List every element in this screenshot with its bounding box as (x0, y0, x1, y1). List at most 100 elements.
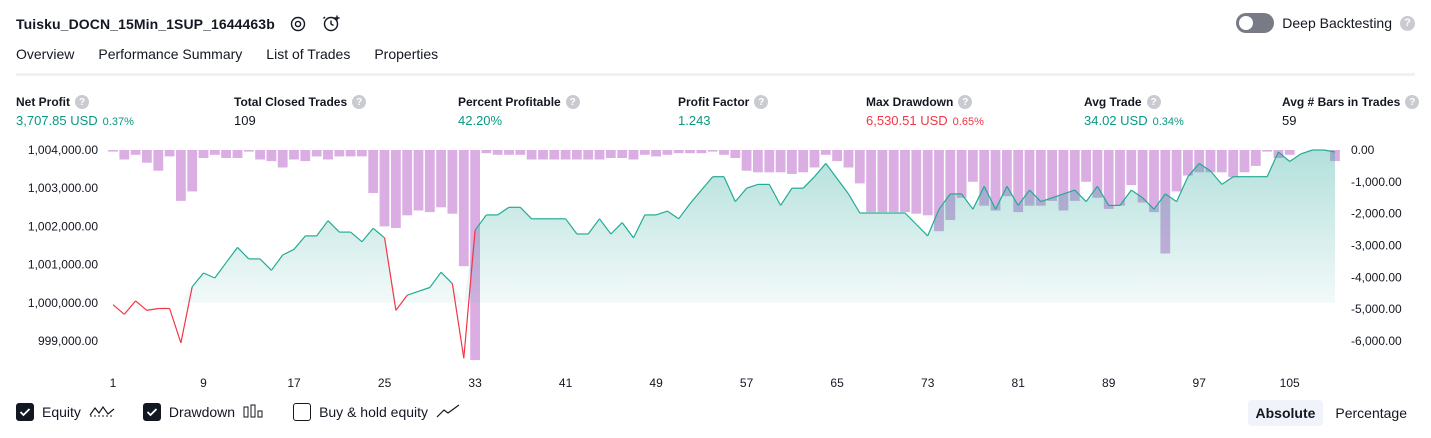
drawdown-bar (934, 150, 944, 232)
deep-backtesting-toggle[interactable] (1236, 13, 1275, 33)
drawdown-bar (843, 150, 854, 168)
equity-line-segment (1278, 151, 1291, 162)
drawdown-bar (379, 150, 390, 227)
equity-line-segment (1210, 170, 1223, 185)
info-icon[interactable]: ? (1405, 95, 1420, 109)
drawdown-bar (526, 150, 537, 160)
drawdown-bar (345, 150, 356, 157)
equity-line-segment (847, 193, 861, 214)
tab-performance-summary[interactable]: Performance Summary (98, 46, 243, 62)
info-icon[interactable]: ? (75, 95, 89, 109)
stat-value: 34.02 USD (1084, 113, 1148, 128)
drawdown-bar (877, 150, 888, 213)
info-icon[interactable]: ? (1146, 95, 1161, 109)
equity-line-segment (621, 222, 634, 239)
equity-line-segment (1153, 193, 1166, 210)
equity-line-segment (995, 186, 1008, 210)
stat-value: 42.20% (458, 113, 503, 128)
drawdown-bar (424, 150, 435, 213)
stat-label: Max Drawdown (866, 95, 954, 109)
equity-line-segment (463, 230, 476, 359)
drawdown-bar (266, 150, 277, 162)
equity-line-segment (768, 184, 782, 206)
drawdown-bar (730, 150, 741, 158)
drawdown-bar (1035, 150, 1046, 206)
legend-drawdown[interactable]: Drawdown (142, 403, 265, 421)
drawdown-bar (300, 150, 311, 162)
tab-overview[interactable]: Overview (16, 46, 75, 76)
info-icon[interactable]: ? (352, 95, 367, 109)
percentage-button[interactable]: Percentage (1335, 405, 1407, 421)
legend-buy-hold[interactable]: Buy & hold equity (293, 403, 460, 421)
drawdown-bar (866, 150, 876, 213)
drawdown-bar (357, 150, 367, 157)
help-icon[interactable]: ? (1400, 15, 1415, 31)
drawdown-bar (775, 150, 786, 173)
legend-equity[interactable]: Equity (16, 403, 115, 421)
equity-line-segment (1074, 189, 1087, 203)
stat-total-closed-trades: Total Closed Trades? 109 (234, 94, 367, 128)
equity-line-segment (429, 271, 442, 288)
buy-hold-checkbox[interactable] (293, 403, 312, 421)
settings-icon[interactable] (287, 13, 309, 35)
drawdown-bar (719, 150, 729, 155)
buy-hold-label: Buy & hold equity (319, 404, 429, 420)
drawdown-bar (1250, 150, 1261, 166)
equity-line-segment (1176, 176, 1189, 202)
y-right-tick-label: -2,000.00 (1351, 207, 1402, 221)
equity-line-segment (407, 290, 419, 296)
equity-line-segment (169, 308, 182, 344)
drawdown-bar (492, 150, 503, 155)
drawdown-bar (990, 150, 1001, 211)
strategy-title: Tuisku_DOCN_15Min_1SUP_1644463b (16, 16, 275, 32)
add-alert-icon[interactable] (321, 13, 343, 35)
drawdown-bar (1183, 150, 1193, 176)
tab-properties[interactable]: Properties (374, 46, 439, 62)
drawdown-bar (685, 150, 695, 154)
info-icon[interactable]: ? (565, 95, 580, 109)
drawdown-bar (560, 150, 571, 160)
absolute-button[interactable]: Absolute (1247, 400, 1324, 426)
y-left-tick-label: 1,000,000.00 (28, 296, 98, 310)
y-left-tick-label: 1,002,000.00 (28, 219, 98, 233)
tab-list-of-trades[interactable]: List of Trades (266, 46, 351, 62)
drawdown-bar (673, 150, 684, 154)
drawdown-bar (1047, 150, 1057, 201)
equity-line-segment (972, 186, 985, 210)
drawdown-checkbox[interactable] (142, 403, 161, 421)
info-icon[interactable]: ? (958, 95, 973, 109)
drawdown-bar (832, 150, 842, 162)
equity-line-segment (1289, 153, 1302, 162)
equity-line-segment (497, 206, 510, 216)
y-left-tick-label: 1,004,000.00 (28, 143, 98, 157)
stat-label: Avg Trade (1084, 95, 1142, 109)
equity-line-segment (270, 254, 284, 271)
equity-line-segment (293, 235, 306, 250)
equity-line-segment (587, 218, 600, 235)
info-icon[interactable]: ? (754, 95, 769, 109)
equity-line-segment (746, 183, 759, 189)
equity-chart[interactable]: 1,004,000.00 1,003,000.00 1,002,000.00 1,00… (0, 138, 1431, 394)
stat-value: 109 (234, 113, 256, 128)
x-tick-label: 9 (200, 376, 207, 390)
equity-checkbox[interactable] (16, 403, 34, 421)
equity-line-segment (961, 193, 974, 210)
stat-percent: 0.34% (1152, 116, 1184, 128)
drawdown-bar (1137, 150, 1148, 203)
equity-line-segment (780, 187, 793, 206)
equity-line-segment (1006, 185, 1019, 206)
drawdown-bar (1081, 150, 1091, 182)
drawdown-bar (198, 150, 209, 158)
equity-line-segment (191, 272, 204, 288)
equity-line-segment (1085, 185, 1098, 202)
x-tick-label: 33 (468, 376, 482, 390)
x-tick-label: 81 (1012, 376, 1026, 390)
drawdown-bar (538, 150, 548, 160)
drawdown-bar (1149, 150, 1159, 213)
y-left-tick-label: 999,000.00 (38, 334, 98, 348)
equity-line-segment (282, 248, 295, 256)
drawdown-bar (289, 150, 299, 160)
equity-line-segment (814, 163, 827, 178)
strategy-header: Tuisku_DOCN_15Min_1SUP_1644463b (16, 12, 343, 36)
equity-line-segment (372, 227, 385, 239)
